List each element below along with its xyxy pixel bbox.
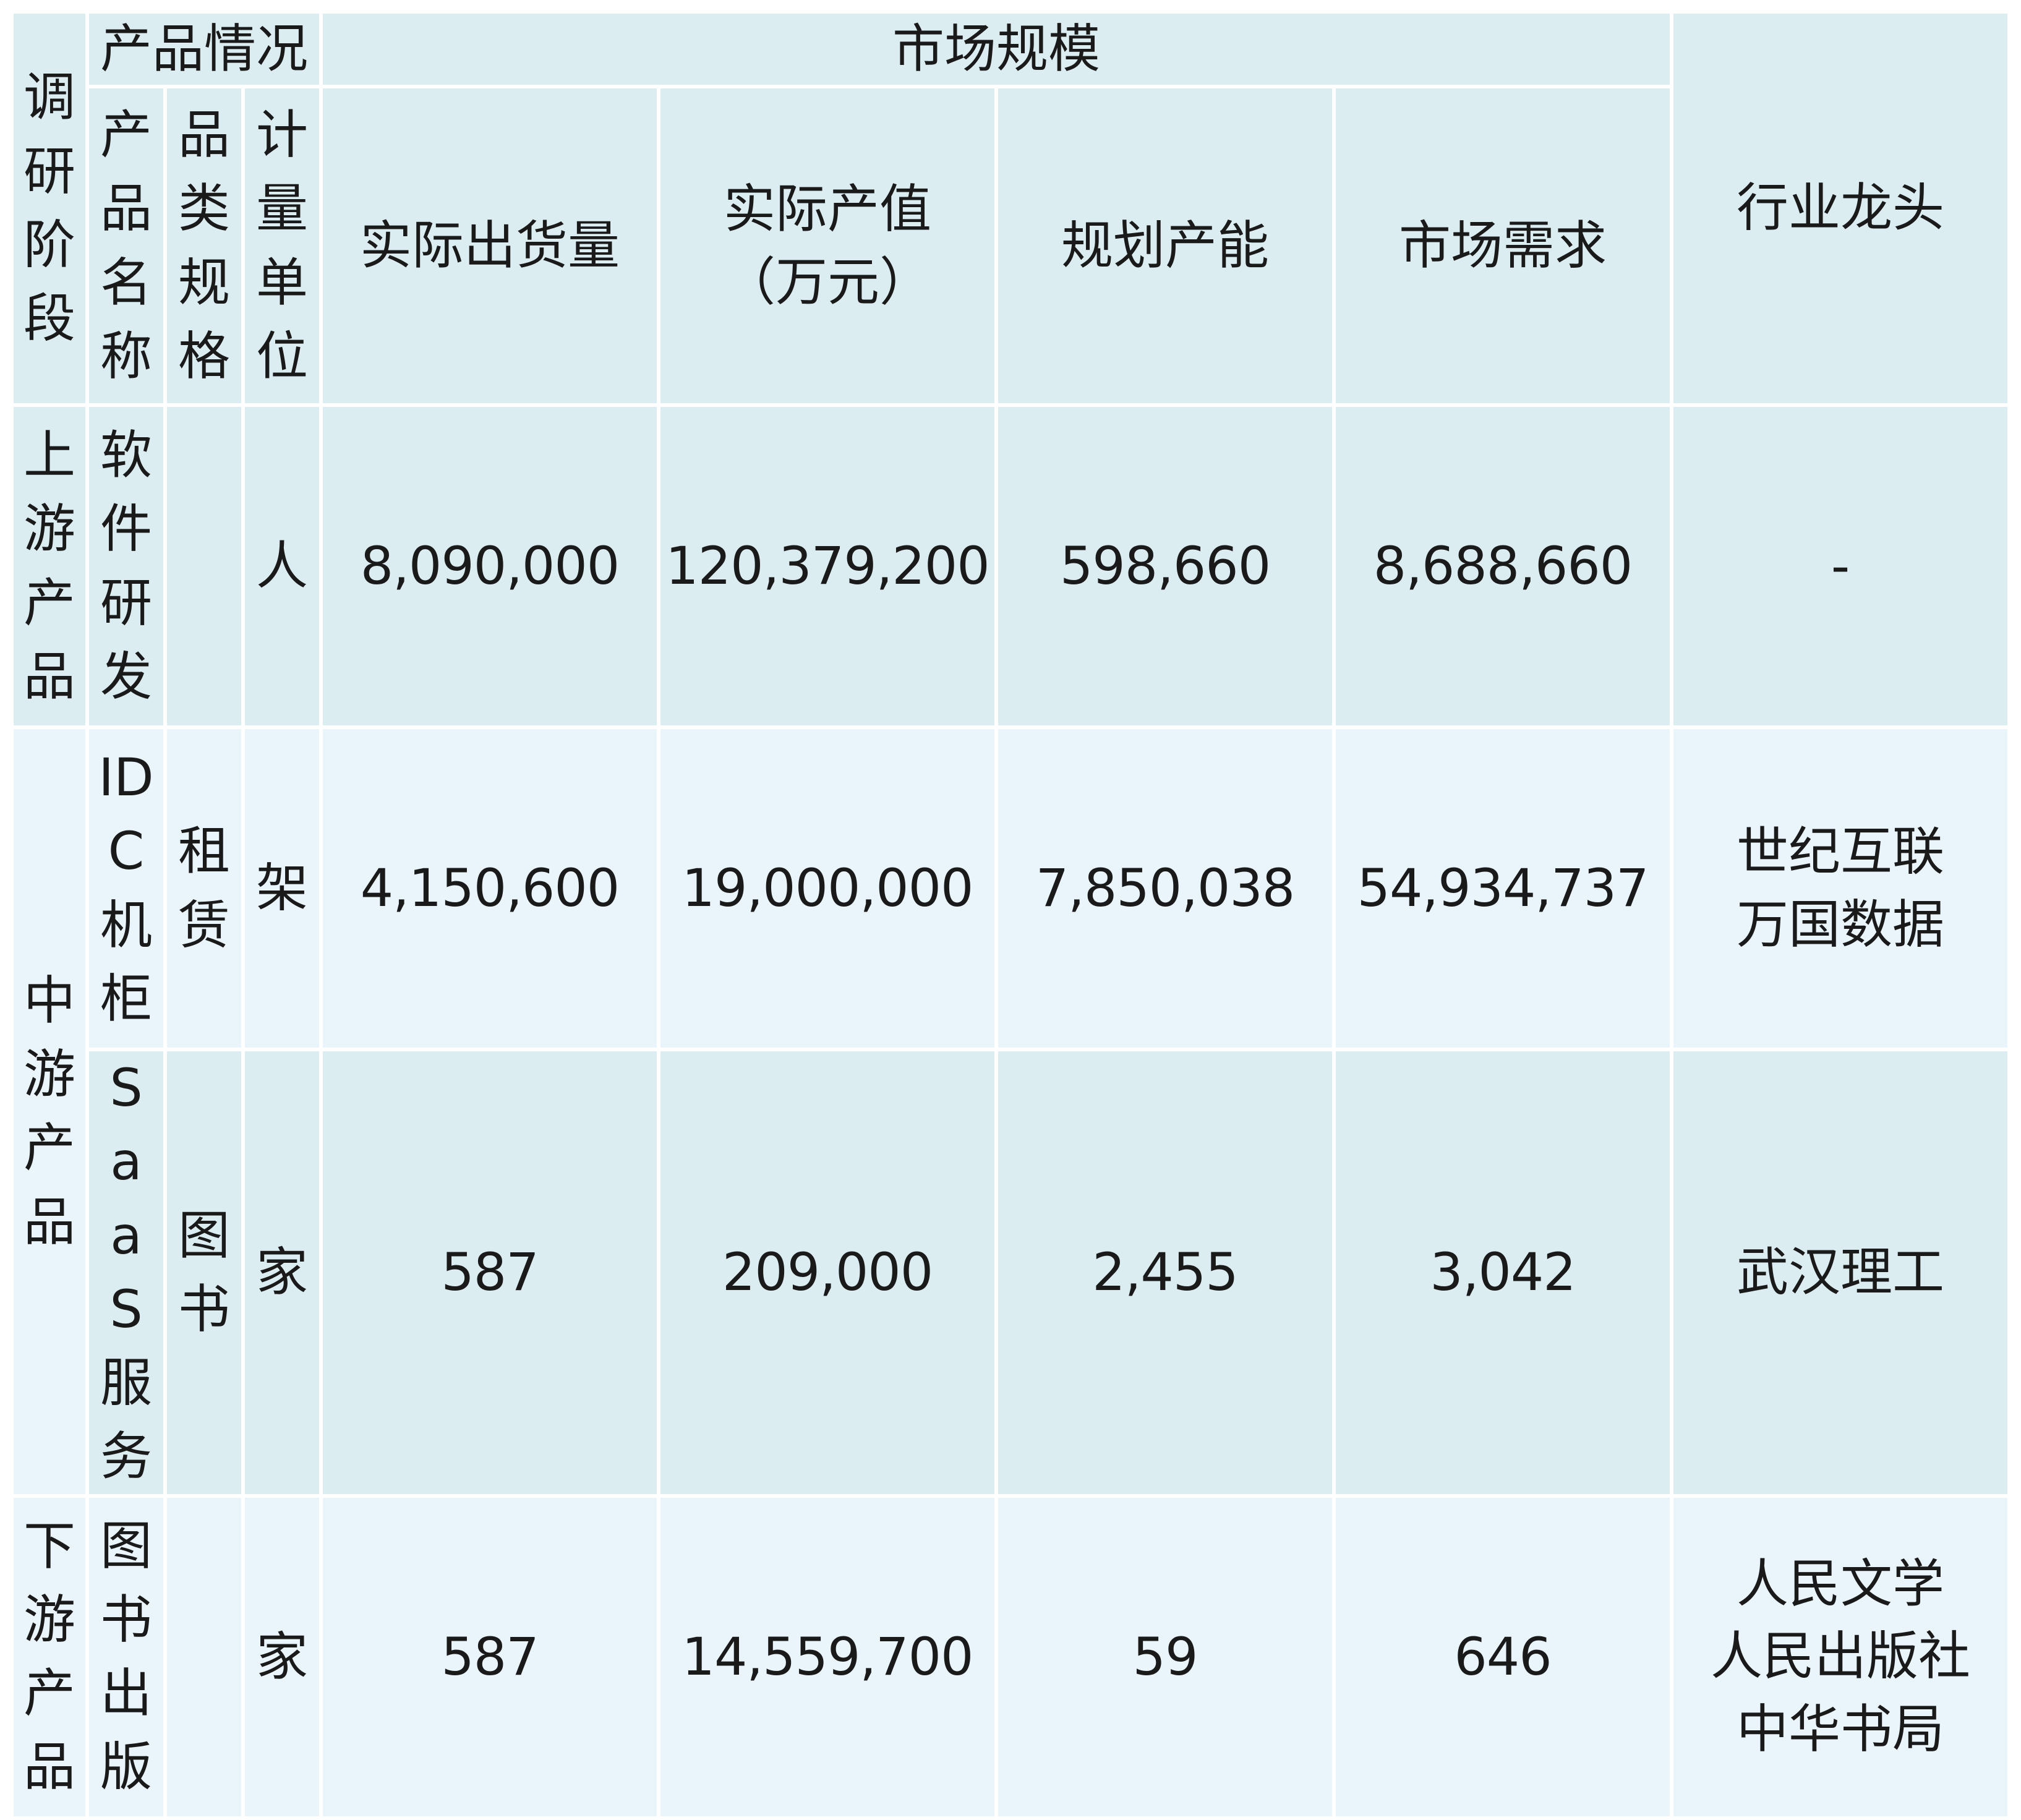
cell-stage: 上游产品 [14,407,85,725]
cell-demand: 646 [1336,1497,1670,1816]
cell-stage: 下游产品 [14,1497,85,1816]
cell-unit: 人 [245,407,319,725]
header-product-spec: 品类规格 [167,88,241,403]
header-unit: 计量单位 [245,88,319,403]
cell-output: 19,000,000 [660,729,994,1048]
cell-product-name: 软件研发 [89,407,163,725]
cell-leader: 人民文学 人民出版社 中华书局 [1673,1497,2007,1816]
cell-unit: 家 [245,1051,319,1494]
cell-product-spec: 租赁 [167,729,241,1048]
cell-stage: 中游产品 [14,729,85,1494]
cell-capacity: 2,455 [998,1051,1332,1494]
cell-demand: 54,934,737 [1336,729,1670,1048]
cell-product-name: IDC机柜 [89,729,163,1048]
cell-shipment: 587 [323,1051,657,1494]
cell-capacity: 7,850,038 [998,729,1332,1048]
header-market-group: 市场规模 [323,14,1670,85]
header-market-demand: 市场需求 [1336,88,1670,403]
header-actual-output: 实际产值 （万元） [660,88,994,403]
cell-output: 14,559,700 [660,1497,994,1816]
cell-capacity: 59 [998,1497,1332,1816]
cell-unit: 架 [245,729,319,1048]
cell-shipment: 587 [323,1497,657,1816]
cell-leader: - [1673,407,2007,725]
header-stage: 调研阶段 [14,14,85,403]
header-planned-capacity: 规划产能 [998,88,1332,403]
cell-demand: 3,042 [1336,1051,1670,1494]
table-row: 中游产品 IDC机柜 租赁 架 4,150,600 19,000,000 7,8… [14,729,2007,1494]
cell-leader: 世纪互联 万国数据 [1673,729,2007,1048]
cell-demand: 8,688,660 [1336,407,1670,725]
header-leader: 行业龙头 [1673,14,2007,403]
table-row: SaaS服务 图书 家 587 209,000 2,455 3,042 武汉理工 [14,1051,2007,1494]
cell-capacity: 598,660 [998,407,1332,725]
header-product-group: 产品情况 [89,14,319,85]
cell-unit: 家 [245,1497,319,1816]
cell-product-name: SaaS服务 [89,1051,163,1494]
header-actual-shipment: 实际出货量 [323,88,657,403]
market-research-table: 调研阶段 产品情况 市场规模 行业龙头 产品名称 品类规格 计量单位 实际出货量… [10,10,2011,1820]
header-product-name: 产品名称 [89,88,163,403]
cell-shipment: 4,150,600 [323,729,657,1048]
table-row: 上游产品 软件研发 人 8,090,000 120,379,200 598,66… [14,407,2007,725]
cell-shipment: 8,090,000 [323,407,657,725]
cell-product-name: 图书出版 [89,1497,163,1816]
cell-product-spec [167,407,241,725]
cell-leader: 武汉理工 [1673,1051,2007,1494]
cell-product-spec [167,1497,241,1816]
cell-output: 209,000 [660,1051,994,1494]
table-row: 下游产品 图书出版 家 587 14,559,700 59 646 人民文学 人… [14,1497,2007,1816]
cell-product-spec: 图书 [167,1051,241,1494]
cell-output: 120,379,200 [660,407,994,725]
